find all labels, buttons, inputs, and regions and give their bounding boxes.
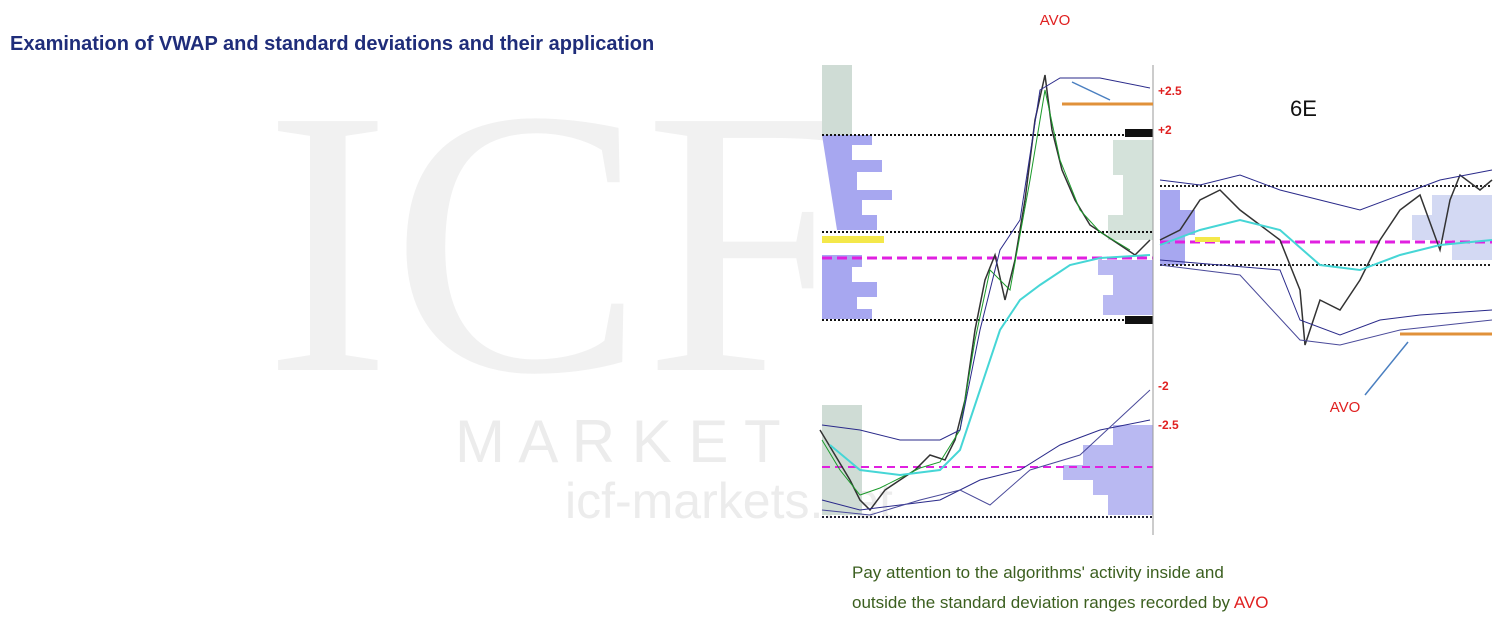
caption-line: Pay attention to the algorithms' activit…: [852, 563, 1224, 582]
title: Examination of VWAP and standard deviati…: [10, 33, 655, 55]
caption-line: outside the standard deviation ranges re…: [852, 593, 1268, 613]
watermark-logo: ICF: [264, 32, 855, 453]
level-label: -2.5: [1158, 418, 1179, 432]
left-chart: AVO +2.5 +2 -2 -2.5: [819, 12, 1182, 535]
caption-highlight: AVO: [1233, 593, 1269, 612]
level-label: +2.5: [1158, 84, 1182, 98]
annotation: AVO: [1040, 12, 1071, 29]
level-label: +2: [1158, 123, 1172, 137]
annotation: AVO: [1330, 399, 1361, 416]
level-label: -2: [1158, 379, 1169, 393]
symbol: 6E: [1290, 96, 1317, 121]
right-chart: 6E AVO: [1159, 96, 1493, 416]
watermark-letters: M A R K E T: [455, 408, 781, 475]
caption-text: outside the standard deviation ranges re…: [852, 593, 1234, 612]
